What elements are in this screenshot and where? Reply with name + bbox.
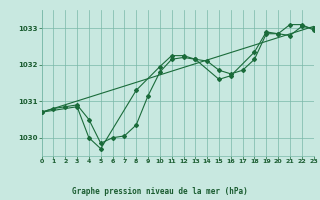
Text: Graphe pression niveau de la mer (hPa): Graphe pression niveau de la mer (hPa) [72,187,248,196]
